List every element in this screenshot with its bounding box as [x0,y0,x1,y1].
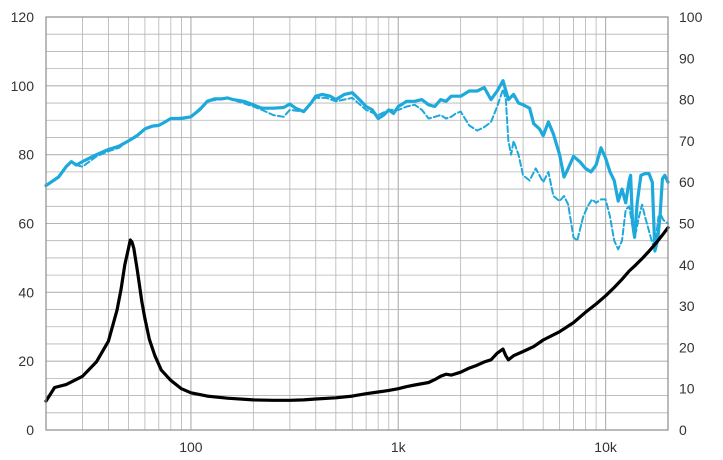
right-axis-tick-label: 0 [679,422,687,438]
right-axis-tick-label: 30 [679,298,695,314]
plot-series [44,79,670,403]
left-axis-tick-label: 60 [18,216,34,232]
x-axis-tick-label: 1k [391,439,407,455]
impedance-curve [44,226,670,403]
plot-frame [45,16,669,431]
left-axis-tick-label: 120 [11,9,35,25]
right-axis-tick-label: 70 [679,133,695,149]
x-axis-tick-label: 100 [179,439,203,455]
right-axis-tick-label: 60 [679,174,695,190]
left-axis-tick-label: 100 [11,78,35,94]
x-axis-tick-labels: 100 1k 10k [179,439,618,455]
left-axis-tick-label: 20 [18,353,34,369]
right-axis-tick-label: 40 [679,257,695,273]
left-axis-tick-label: 80 [18,147,34,163]
left-axis-tick-label: 0 [26,422,34,438]
right-axis-tick-label: 80 [679,92,695,108]
right-axis-tick-label: 50 [679,216,695,232]
response-curve-dashed [75,88,669,251]
right-axis-tick-label: 90 [679,50,695,66]
x-axis-tick-label: 10k [594,439,618,455]
plot-grid [45,16,669,431]
right-axis-tick-label: 100 [679,9,703,25]
right-axis-tick-label: 10 [679,381,695,397]
right-axis-tick-labels: 0 10 20 30 40 50 60 70 80 90 100 [679,9,703,438]
left-axis-tick-label: 40 [18,284,34,300]
response-curve-solid [44,79,670,253]
left-axis-tick-labels: 0 20 40 60 80 100 120 [11,9,35,438]
right-axis-tick-label: 20 [679,339,695,355]
